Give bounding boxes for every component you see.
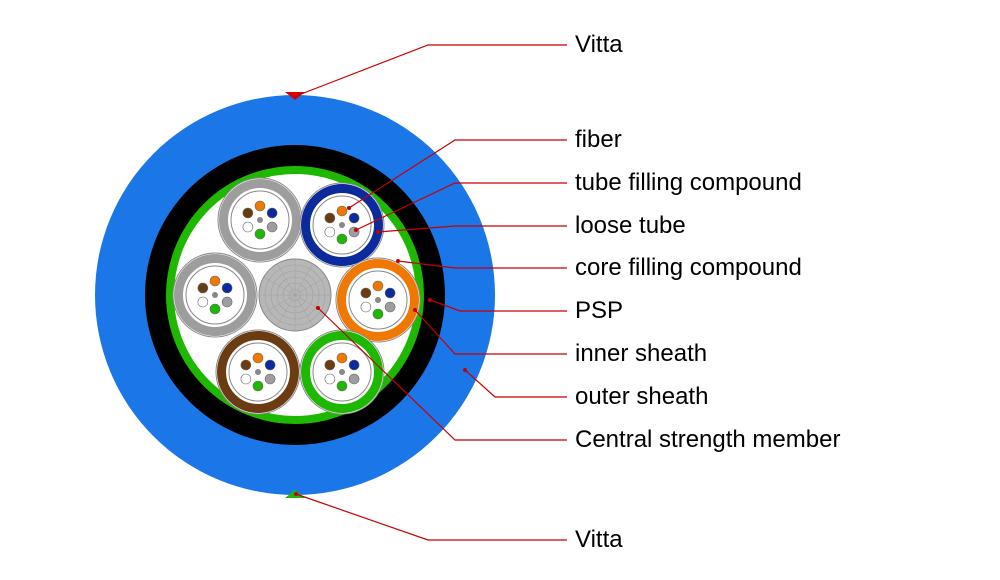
fiber <box>373 309 383 319</box>
leader-line <box>296 45 567 96</box>
loose-tube-4 <box>216 330 300 414</box>
fiber <box>325 374 335 384</box>
leader-dot <box>294 94 298 98</box>
fiber <box>349 227 359 237</box>
fiber <box>255 229 265 239</box>
cable-cross-section-svg <box>0 0 1000 580</box>
central-strength-member <box>259 259 331 331</box>
fiber <box>349 374 359 384</box>
fiber <box>253 381 263 391</box>
fiber <box>267 222 277 232</box>
fiber <box>325 213 335 223</box>
leader-dot <box>316 306 320 310</box>
fiber <box>198 283 208 293</box>
fiber <box>337 206 347 216</box>
fiber <box>385 302 395 312</box>
loose-tube-1 <box>300 183 384 267</box>
loose-tube-5 <box>173 253 257 337</box>
label-text: core filling compound <box>575 254 802 282</box>
fiber <box>241 360 251 370</box>
label-text: Central strength member <box>575 426 840 454</box>
fiber <box>361 302 371 312</box>
label-text: Vitta <box>575 31 623 59</box>
leader-dot <box>294 492 298 496</box>
label-text: tube filling compound <box>575 169 802 197</box>
fiber <box>361 288 371 298</box>
label-text: outer sheath <box>575 383 708 411</box>
leader-dot <box>376 230 380 234</box>
label-text: Vitta <box>575 526 623 554</box>
leader-line <box>465 370 567 397</box>
diagram-container: Vitta fiber tube filling compound loose tub… <box>0 0 1000 580</box>
fiber <box>255 201 265 211</box>
fiber <box>265 374 275 384</box>
fiber <box>349 213 359 223</box>
leader-dot <box>354 228 358 232</box>
fiber <box>337 381 347 391</box>
fiber <box>243 208 253 218</box>
fiber <box>222 283 232 293</box>
fiber <box>210 304 220 314</box>
loose-tube-3 <box>300 330 384 414</box>
loose-tube-0 <box>218 178 302 262</box>
leader-dot <box>347 206 351 210</box>
fiber <box>198 297 208 307</box>
fiber <box>349 360 359 370</box>
loose-tube-2 <box>336 258 420 342</box>
leader-line <box>296 494 567 540</box>
fiber <box>210 276 220 286</box>
leader-dot <box>396 259 400 263</box>
fiber <box>267 208 277 218</box>
leader-dot <box>463 368 467 372</box>
fiber <box>325 227 335 237</box>
fiber <box>253 353 263 363</box>
fiber <box>241 374 251 384</box>
fiber <box>222 297 232 307</box>
fiber <box>385 288 395 298</box>
fiber <box>265 360 275 370</box>
fiber <box>337 234 347 244</box>
fiber <box>373 281 383 291</box>
fiber <box>243 222 253 232</box>
label-text: fiber <box>575 126 622 154</box>
fiber <box>325 360 335 370</box>
label-text: PSP <box>575 297 623 325</box>
leader-dot <box>428 298 432 302</box>
leader-dot <box>413 308 417 312</box>
label-text: inner sheath <box>575 340 707 368</box>
fiber <box>337 353 347 363</box>
label-text: loose tube <box>575 212 686 240</box>
